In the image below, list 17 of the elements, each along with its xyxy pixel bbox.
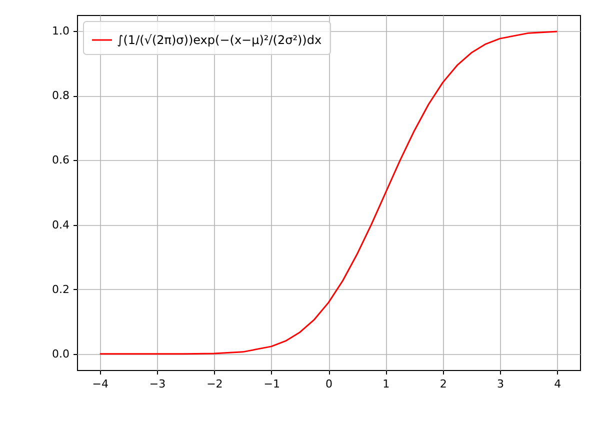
y-tick-label: 0.4 — [52, 218, 70, 232]
x-tick-label: −3 — [149, 378, 166, 390]
x-tick-label: −2 — [206, 378, 223, 390]
x-tick-label: 0 — [326, 378, 332, 390]
line-series — [99, 30, 558, 355]
x-tick-label: 1 — [382, 378, 390, 390]
y-tick-label: 0.2 — [52, 282, 70, 296]
y-tick-label: 1.0 — [52, 24, 70, 38]
legend-label: ∫(1/(√(2π)σ))exp(−(x−μ)²/(2σ²))dx — [117, 33, 322, 47]
x-tick-label: −1 — [264, 378, 280, 390]
y-tick-label: 0.0 — [52, 347, 70, 360]
x-tick-label: 3 — [496, 378, 504, 390]
x-tick-label: 4 — [554, 378, 562, 390]
y-tick-label: 0.6 — [52, 154, 70, 167]
x-tick-label: 2 — [440, 378, 447, 390]
x-tick-label: −4 — [92, 378, 108, 390]
y-tick-label: 0.8 — [52, 89, 70, 102]
